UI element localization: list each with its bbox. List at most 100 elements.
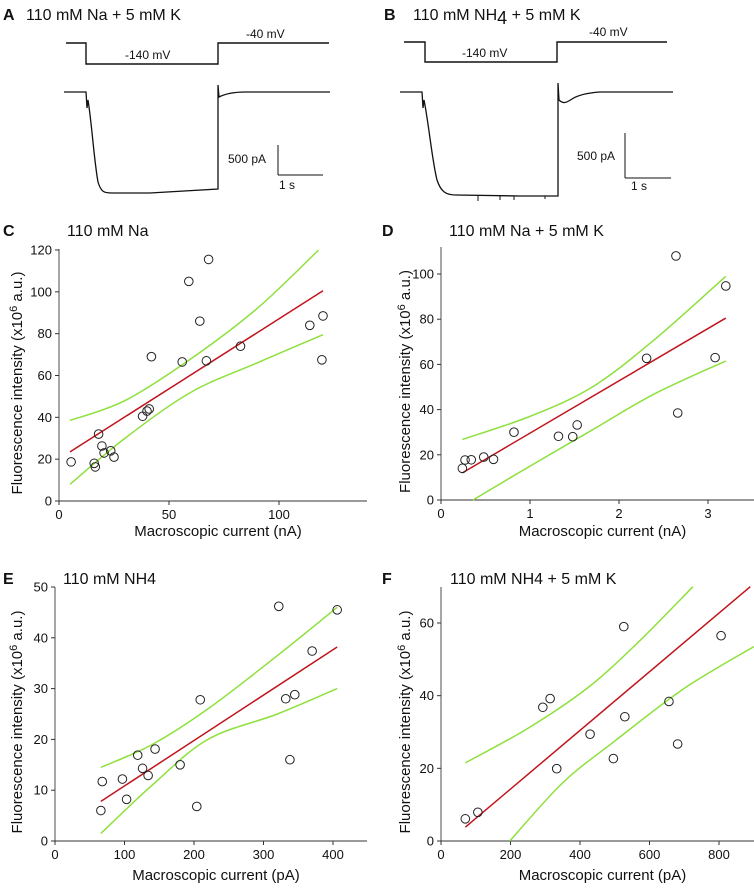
chart-e-x-tick-label: 400 [322, 847, 344, 862]
chart-c-regression-line [69, 290, 324, 453]
chart-f-data-point [620, 711, 630, 722]
chart-f-x-tick-label: 0 [437, 847, 444, 862]
chart-e-data-point [289, 689, 300, 700]
chart-c-data-point [142, 406, 152, 416]
chart-e-y-tick-label: 0 [41, 834, 48, 849]
chart-e-y-tick-label: 40 [34, 630, 48, 645]
chart-f-ci-upper-line [464, 586, 694, 764]
voltage-protocol-a [66, 42, 329, 65]
chart-e-title: 110 mM NH4 [63, 571, 156, 588]
chart-f-ci-lower-line [509, 645, 754, 842]
chart-d-y-axis-label-end: a.u.) [397, 270, 414, 304]
chart-d-y-tick-label: 60 [420, 357, 434, 372]
chart-e-data-point [121, 794, 132, 805]
chart-e-y-axis-label: Fluorescence intensity (x106 a.u.) [8, 611, 26, 834]
chart-e-x-tick-label: 300 [253, 847, 275, 862]
chart-d-y-tick-label: 20 [420, 447, 434, 462]
chart-c-x-tick-label: 50 [162, 507, 176, 522]
scale-current-a: 500 pA [228, 152, 266, 166]
chart-c-x-axis-label: Macroscopic current (nA) [134, 523, 302, 540]
chart-f-y-axis-label-main: Fluorescence intensity (x10 [397, 651, 414, 834]
chart-f-data-point [585, 729, 595, 739]
chart-e-regression-line [100, 646, 338, 803]
chart-f-x-tick-label: 200 [500, 847, 522, 862]
chart-f-y-tick-label: 40 [420, 688, 434, 703]
chart-e-x-tick-label: 200 [183, 847, 205, 862]
chart-d-y-axis-label: Fluorescence intensity (x106 a.u.) [396, 270, 414, 493]
chart-e-y-tick-label: 10 [34, 783, 48, 798]
chart-e: E 110 mM NH4 0 100 200 300 400 0 10 20 30 40 50 Macro… [3, 571, 367, 884]
chart-e-data-point [307, 646, 317, 656]
chart-f-y-axis-label: Fluorescence intensity (x106 a.u.) [396, 611, 414, 834]
chart-f-regression-line [464, 586, 751, 828]
chart-d-data-point [721, 281, 731, 291]
chart-d-data-point [672, 408, 683, 418]
chart-f-data-point [716, 630, 726, 641]
chart-c-x-tick-label: 0 [55, 507, 62, 522]
chart-d-data-point [457, 463, 468, 474]
chart-d-data-point [671, 251, 681, 261]
chart-e-ci-lower-line [100, 687, 338, 834]
scatter-charts: C 110 mM Na0 50 100020406080100120Macroscop… [3, 223, 754, 884]
panel-label-f: F [382, 571, 392, 588]
panel-label-c: C [3, 223, 15, 240]
chart-d-data-point [567, 431, 578, 442]
chart-f-y-tick-label: 60 [420, 616, 434, 631]
chart-c-data-point [201, 356, 212, 366]
panel-label-d: D [382, 223, 394, 240]
chart-d-data-point [509, 427, 519, 438]
chart-c-data-point [235, 341, 246, 352]
chart-c-y-tick-label: 0 [45, 494, 52, 509]
chart-d-data-point [641, 353, 652, 364]
panel-label-a: A [3, 7, 15, 24]
chart-c-data-point [144, 404, 154, 414]
chart-f-y-tick-label: 0 [427, 834, 434, 849]
chart-e-data-point [150, 744, 160, 754]
chart-d-y-axis-label-main: Fluorescence intensity (x10 [397, 310, 414, 493]
chart-c-y-tick-label: 20 [38, 452, 52, 467]
chart-e-y-axis-label-end: a.u.) [9, 611, 26, 645]
trace-b-title: 110 mM NH4 + 5 mM K [413, 7, 581, 28]
chart-c-title: 110 mM Na [67, 223, 149, 240]
chart-e-data-point [97, 776, 108, 787]
chart-e-y-tick-label: 20 [34, 732, 48, 747]
panel-label-b: B [384, 7, 396, 24]
chart-e-data-point [273, 601, 284, 612]
chart-c-data-point [109, 452, 119, 462]
chart-f-data-point [608, 753, 619, 764]
chart-e-data-point [280, 693, 291, 704]
chart-c-data-point [203, 254, 214, 265]
chart-d-data-point [572, 420, 582, 430]
scale-current-b: 500 pA [577, 149, 615, 163]
trace-panel-a: A 110 mM Na + 5 mM K -140 mV -40 mV 500 … [3, 7, 330, 194]
chart-e-data-point [175, 760, 185, 770]
chart-d-data-point [488, 454, 499, 465]
chart-d-data-point [710, 352, 720, 363]
current-trace-b [400, 82, 673, 197]
panel-label-e: E [3, 571, 14, 588]
chart-e-data-point [137, 763, 148, 774]
chart-e-y-tick-label: 30 [34, 681, 48, 696]
chart-e-x-axis-label: Macroscopic current (pA) [132, 867, 300, 884]
trace-b-title-rest: + 5 mM K [507, 7, 581, 24]
chart-c-data-point [146, 351, 157, 362]
trace-a-title: 110 mM Na + 5 mM K [26, 7, 181, 24]
trace-b-title-sub: 4 [497, 8, 507, 28]
chart-c-y-tick-label: 40 [38, 410, 52, 425]
chart-c-y-tick-label: 120 [30, 243, 52, 258]
chart-d-ci-upper-line [462, 275, 727, 441]
chart-f-x-tick-label: 800 [708, 847, 730, 862]
chart-c-y-axis-label-end: a.u.) [9, 272, 26, 306]
step-label-140-b: -140 mV [462, 46, 507, 60]
scale-time-a: 1 s [279, 178, 295, 192]
chart-d-data-point [478, 452, 489, 462]
chart-d-title: 110 mM Na + 5 mM K [449, 223, 604, 240]
chart-f-y-tick-label: 20 [420, 761, 434, 776]
chart-c-y-axis-label: Fluorescence intensity (x106 a.u.) [8, 272, 26, 495]
chart-c-data-point [90, 462, 101, 472]
chart-f-data-point [460, 814, 471, 824]
chart-f: F 110 mM NH4 + 5 mM K 0 200 400 600 800 0 20 40 60… [382, 571, 754, 884]
chart-f-data-point [672, 739, 683, 749]
chart-d-y-tick-label: 80 [420, 312, 434, 327]
chart-c-data-point [105, 446, 116, 456]
